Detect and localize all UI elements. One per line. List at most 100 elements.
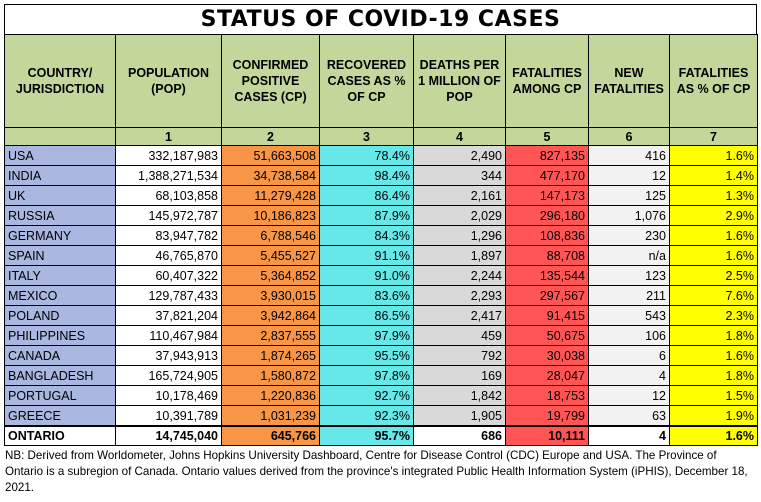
column-number: 2 [221, 127, 320, 146]
cell-population: 1,388,271,534 [115, 165, 222, 186]
cell-country: ITALY [4, 265, 116, 286]
cell-confirmed: 34,738,584 [221, 165, 320, 186]
cell-fatality-pct: 1.3% [669, 185, 758, 206]
table-row: BANGLADESH 165,724,905 1,580,872 97.8% 169 28… [4, 365, 758, 386]
cell-country: UK [4, 185, 116, 206]
cell-fatality-pct: 1.6% [669, 425, 758, 446]
cell-country: GREECE [4, 405, 116, 427]
cell-population: 110,467,984 [115, 325, 222, 346]
cell-recovered: 97.8% [319, 365, 414, 386]
cell-new-fatalities: 12 [588, 165, 670, 186]
cell-country: USA [4, 145, 116, 166]
table-row: RUSSIA 145,972,787 10,186,823 87.9% 2,029 296… [4, 205, 758, 226]
cell-new-fatalities: 211 [588, 285, 670, 306]
cell-fatalities: 108,836 [505, 225, 589, 246]
cell-new-fatalities: 416 [588, 145, 670, 166]
cell-deaths-per-million: 2,029 [413, 205, 506, 226]
cell-population: 145,972,787 [115, 205, 222, 226]
cell-new-fatalities: 6 [588, 345, 670, 366]
cell-fatalities: 147,173 [505, 185, 589, 206]
cell-fatalities: 18,753 [505, 385, 589, 406]
cell-confirmed: 5,364,852 [221, 265, 320, 286]
cell-fatality-pct: 2.9% [669, 205, 758, 226]
cell-new-fatalities: 63 [588, 405, 670, 427]
cell-new-fatalities: 4 [588, 365, 670, 386]
cell-recovered: 98.4% [319, 165, 414, 186]
header-fatality-pct: FATALITIES AS % OF CP [669, 34, 758, 128]
cell-population: 14,745,040 [115, 425, 222, 446]
cell-confirmed: 6,788,546 [221, 225, 320, 246]
cell-population: 165,724,905 [115, 365, 222, 386]
header-fatalities: FATALITIES AMONG CP [505, 34, 589, 128]
cell-recovered: 84.3% [319, 225, 414, 246]
table-row: UK 68,103,858 11,279,428 86.4% 2,161 147,173 1… [4, 185, 758, 206]
cell-confirmed: 11,279,428 [221, 185, 320, 206]
cell-fatality-pct: 1.6% [669, 225, 758, 246]
cell-new-fatalities: 123 [588, 265, 670, 286]
cell-new-fatalities: 12 [588, 385, 670, 406]
table-row: SPAIN 46,765,870 5,455,527 91.1% 1,897 88,708… [4, 245, 758, 266]
cell-recovered: 87.9% [319, 205, 414, 226]
cell-fatalities: 297,567 [505, 285, 589, 306]
cell-confirmed: 645,766 [221, 425, 320, 446]
cell-confirmed: 3,942,864 [221, 305, 320, 326]
cell-country: MEXICO [4, 285, 116, 306]
cell-recovered: 95.5% [319, 345, 414, 366]
cell-deaths-per-million: 2,293 [413, 285, 506, 306]
table-row: ITALY 60,407,322 5,364,852 91.0% 2,244 135,54… [4, 265, 758, 286]
cell-recovered: 97.9% [319, 325, 414, 346]
header-new-fatalities: NEW FATALITIES [588, 34, 670, 128]
cell-recovered: 91.0% [319, 265, 414, 286]
column-number: 7 [669, 127, 758, 146]
cell-new-fatalities: 106 [588, 325, 670, 346]
cell-confirmed: 5,455,527 [221, 245, 320, 266]
column-number: 4 [413, 127, 506, 146]
cell-fatality-pct: 1.5% [669, 385, 758, 406]
cell-deaths-per-million: 1,296 [413, 225, 506, 246]
cell-recovered: 86.4% [319, 185, 414, 206]
cell-fatality-pct: 2.3% [669, 305, 758, 326]
cell-population: 83,947,782 [115, 225, 222, 246]
cell-recovered: 92.3% [319, 405, 414, 427]
cell-fatalities: 135,544 [505, 265, 589, 286]
cell-recovered: 78.4% [319, 145, 414, 166]
cell-confirmed: 51,663,508 [221, 145, 320, 166]
cell-deaths-per-million: 792 [413, 345, 506, 366]
cell-fatality-pct: 1.6% [669, 345, 758, 366]
cell-fatality-pct: 1.9% [669, 405, 758, 427]
cell-new-fatalities: 125 [588, 185, 670, 206]
cell-fatality-pct: 1.8% [669, 365, 758, 386]
cell-confirmed: 1,220,836 [221, 385, 320, 406]
cell-population: 37,943,913 [115, 345, 222, 366]
cell-fatalities: 477,170 [505, 165, 589, 186]
header-confirmed: CONFIRMED POSITIVE CASES (CP) [221, 34, 320, 128]
cell-new-fatalities: 230 [588, 225, 670, 246]
cell-fatality-pct: 1.8% [669, 325, 758, 346]
cell-country: INDIA [4, 165, 116, 186]
header-deaths-per-million: DEATHS PER 1 MILLION OF POP [413, 34, 506, 128]
cell-new-fatalities: 543 [588, 305, 670, 326]
cell-recovered: 91.1% [319, 245, 414, 266]
cell-confirmed: 10,186,823 [221, 205, 320, 226]
cell-population: 60,407,322 [115, 265, 222, 286]
cell-fatality-pct: 1.6% [669, 245, 758, 266]
table-body: USA 332,187,983 51,663,508 78.4% 2,490 827,13… [4, 145, 758, 427]
cell-deaths-per-million: 2,161 [413, 185, 506, 206]
table-row: CANADA 37,943,913 1,874,265 95.5% 792 30,038 6… [4, 345, 758, 366]
cell-confirmed: 3,930,015 [221, 285, 320, 306]
cell-population: 37,821,204 [115, 305, 222, 326]
cell-population: 46,765,870 [115, 245, 222, 266]
cell-recovered: 83.6% [319, 285, 414, 306]
cell-population: 68,103,858 [115, 185, 222, 206]
column-number: 6 [588, 127, 670, 146]
cell-population: 332,187,983 [115, 145, 222, 166]
column-number-row: 1 2 3 4 5 6 7 [4, 127, 758, 146]
table-row: GREECE 10,391,789 1,031,239 92.3% 1,905 19,79… [4, 405, 758, 427]
cell-fatalities: 50,675 [505, 325, 589, 346]
cell-fatality-pct: 2.5% [669, 265, 758, 286]
cell-country: SPAIN [4, 245, 116, 266]
cell-deaths-per-million: 1,897 [413, 245, 506, 266]
cell-confirmed: 2,837,555 [221, 325, 320, 346]
cell-confirmed: 1,874,265 [221, 345, 320, 366]
cell-new-fatalities: n/a [588, 245, 670, 266]
